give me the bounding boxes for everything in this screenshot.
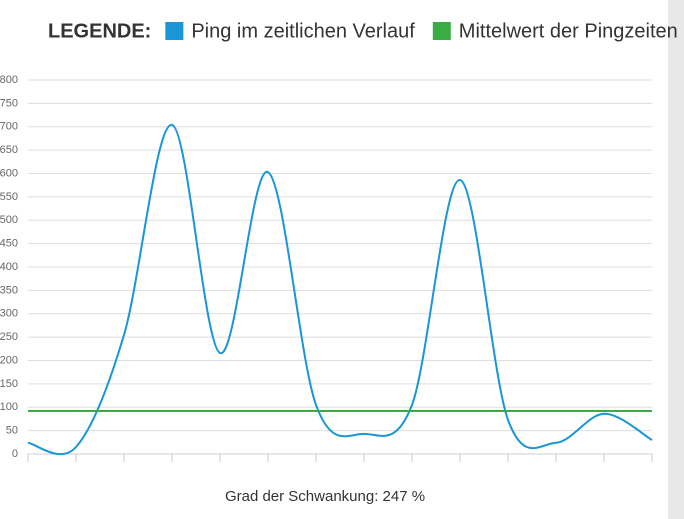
y-tick-label: 50	[6, 425, 18, 437]
y-tick-label: 650	[0, 144, 18, 156]
series-line	[27, 123, 653, 456]
y-tick-label: 400	[0, 261, 18, 273]
y-tick-label: 350	[0, 284, 18, 296]
scrollbar	[668, 0, 684, 519]
legend-label: Mittelwert der Pingzeiten	[459, 20, 678, 42]
y-tick-label: 600	[0, 167, 18, 179]
y-tick-label: 500	[0, 214, 18, 226]
grid: 0 50 100 150 200 250 300 350 400 450 500 550 600 650 7…	[0, 74, 653, 462]
y-tick-label: 800	[0, 74, 18, 86]
y-tick-label: 0	[12, 448, 18, 460]
y-tick-label: 750	[0, 97, 18, 109]
y-tick-label: 700	[0, 121, 18, 133]
y-tick-label: 300	[0, 308, 18, 320]
y-tick-label: 150	[0, 378, 18, 390]
y-tick-label: 550	[0, 191, 18, 203]
legend-label: Ping im zeitlichen Verlauf	[191, 20, 415, 42]
legend: LEGENDE: Ping im zeitlichen Verlauf Mittel…	[48, 20, 678, 42]
legend-swatch	[432, 22, 451, 40]
y-tick-label: 200	[0, 354, 18, 366]
plot	[27, 123, 653, 456]
footer: Grad der Schwankung: 247 %	[225, 488, 425, 505]
legend-swatch	[165, 22, 184, 40]
legend-title: LEGENDE:	[48, 20, 151, 42]
y-tick-label: 250	[0, 331, 18, 343]
y-tick-label: 100	[0, 401, 18, 413]
y-tick-label: 450	[0, 238, 18, 250]
